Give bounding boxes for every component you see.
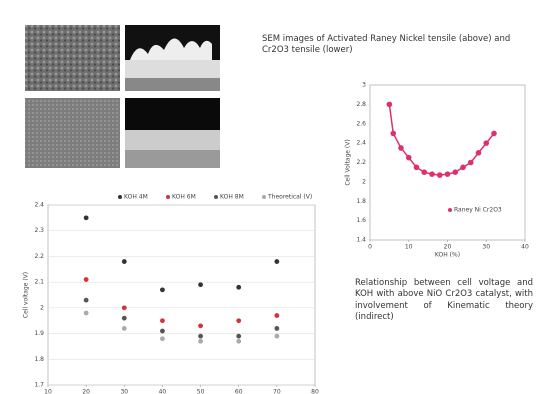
legend-label: Raney Ni Cr2O3 <box>454 207 502 214</box>
x-tick-label: 30 <box>120 389 128 394</box>
data-point <box>274 326 279 331</box>
data-point <box>476 150 482 156</box>
y-tick-label: 2.3 <box>34 227 44 234</box>
x-tick-label: 0 <box>368 244 372 251</box>
sem-image <box>125 98 220 168</box>
legend-marker <box>262 195 266 199</box>
plot-area <box>370 85 525 240</box>
data-point <box>236 318 241 323</box>
y-tick-label: 2.6 <box>356 120 366 127</box>
legend-label: Theoretical (V) <box>267 194 312 201</box>
y-tick-label: 3 <box>362 82 366 89</box>
data-point <box>198 339 203 344</box>
line <box>389 104 494 175</box>
data-point <box>160 287 165 292</box>
x-tick-label: 10 <box>44 389 52 394</box>
legend-marker <box>448 208 452 212</box>
data-point <box>274 313 279 318</box>
data-point <box>437 172 443 178</box>
x-tick-label: 60 <box>235 389 243 394</box>
data-point <box>122 305 127 310</box>
x-tick-label: 50 <box>197 389 205 394</box>
y-axis-label: Cell voltage (V) <box>23 272 30 318</box>
y-tick-label: 1.8 <box>34 356 44 363</box>
data-point <box>491 131 497 137</box>
data-point <box>84 311 89 316</box>
y-tick-label: 2.4 <box>356 140 366 147</box>
x-tick-label: 30 <box>482 244 490 251</box>
plot-area <box>48 205 315 385</box>
data-point <box>160 318 165 323</box>
legend-marker <box>118 195 122 199</box>
sem-image <box>125 25 220 91</box>
data-point <box>483 140 489 146</box>
data-point <box>452 169 458 175</box>
slide: 1.71.81.922.12.22.32.41020304050607080KO… <box>0 0 560 394</box>
data-point <box>236 285 241 290</box>
y-tick-label: 1.4 <box>356 237 366 244</box>
data-point <box>429 171 435 177</box>
data-point <box>160 329 165 334</box>
sem-image <box>25 25 120 91</box>
y-tick-label: 2 <box>362 178 366 185</box>
y-tick-label: 2.1 <box>34 279 44 286</box>
x-tick-label: 40 <box>159 389 167 394</box>
data-point <box>274 259 279 264</box>
x-tick-label: 20 <box>82 389 90 394</box>
data-point <box>460 165 466 171</box>
y-tick-label: 2.2 <box>356 159 366 166</box>
legend-label: KOH 6M <box>172 194 196 201</box>
data-point <box>122 326 127 331</box>
y-tick-label: 1.8 <box>356 198 366 205</box>
y-tick-label: 1.6 <box>356 217 366 224</box>
sem-image <box>25 98 120 168</box>
y-tick-label: 2.8 <box>356 101 366 108</box>
data-point <box>198 323 203 328</box>
x-tick-label: 40 <box>521 244 529 251</box>
data-point <box>274 334 279 339</box>
legend-marker <box>214 195 218 199</box>
data-point <box>421 169 427 175</box>
legend-label: KOH 4M <box>124 194 148 201</box>
legend-label: KOH 8M <box>220 194 244 201</box>
x-axis-label: KOH (%) <box>435 252 460 259</box>
y-tick-label: 2.2 <box>34 253 44 260</box>
data-point <box>198 282 203 287</box>
data-point <box>406 155 412 161</box>
slide-graphics: 1.71.81.922.12.22.32.41020304050607080KO… <box>0 0 560 394</box>
y-tick-label: 1.7 <box>34 382 44 389</box>
data-point <box>387 102 393 108</box>
data-point <box>84 277 89 282</box>
caption: Relationship between cell voltage and KO… <box>355 278 533 324</box>
y-tick-label: 2.4 <box>34 202 44 209</box>
x-tick-label: 10 <box>405 244 413 251</box>
data-point <box>445 171 451 177</box>
x-tick-label: 20 <box>444 244 452 251</box>
data-point <box>390 131 396 137</box>
data-point <box>468 160 474 166</box>
y-axis-label: Cell Voltage (V) <box>345 139 352 185</box>
data-point <box>122 316 127 321</box>
data-point <box>84 298 89 303</box>
data-point <box>236 339 241 344</box>
data-point <box>414 165 420 171</box>
y-tick-label: 1.9 <box>34 330 44 337</box>
data-point <box>198 334 203 339</box>
data-point <box>236 334 241 339</box>
y-tick-label: 2 <box>40 304 44 311</box>
data-point <box>122 259 127 264</box>
data-point <box>160 336 165 341</box>
data-point <box>398 145 404 151</box>
legend-marker <box>166 195 170 199</box>
page: 1.71.81.922.12.22.32.41020304050607080KO… <box>0 0 560 394</box>
x-tick-label: 70 <box>273 389 281 394</box>
caption: SEM images of Activated Raney Nickel ten… <box>262 34 522 57</box>
x-tick-label: 80 <box>311 389 319 394</box>
data-point <box>84 215 89 220</box>
